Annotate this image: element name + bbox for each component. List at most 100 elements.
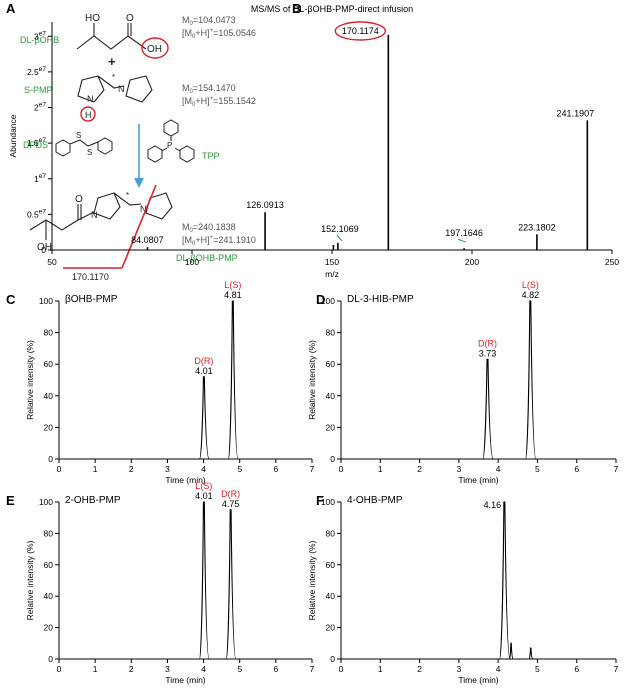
peak-rt-label: 4.81 [224,290,242,300]
peak-label: 197.1646 [445,228,483,238]
x-tick-label: 4 [201,664,206,674]
x-tick-label: 150 [325,257,339,267]
x-tick-label: 2 [417,464,422,474]
y-axis-label: Relative intensity (%) [25,540,35,620]
y-tick-label: 60 [326,560,336,570]
spmp-mh: [M0+H]+=155.1542 [182,96,256,108]
y-tick-label: 60 [44,359,54,369]
panel-e-chromatogram: E 2-OHB-PMP 0 1 2 3 4 5 6 7 0 20 40 60 80 100 Time (min)… [6,481,315,685]
peak-leader-line [457,238,467,243]
x-tick-label: 50 [47,257,57,267]
chromatogram-trace [59,501,242,660]
y-tick-label: 80 [44,528,54,538]
panel-a-letter: A [6,1,16,16]
bohb-structure [76,23,147,50]
y-tick-label: 0 [48,654,53,664]
y-axis-label: Relative intensity (%) [307,540,317,620]
x-axis-label: m/z [325,269,339,279]
y-tick-label: 0.5e7 [27,208,46,219]
x-tick-label: 5 [237,464,242,474]
bohb-m0: M0=104.0473 [182,15,236,27]
peak-rt-label: 4.01 [195,491,213,501]
product-mh: [M0+H]+=241.1910 [182,235,256,247]
x-tick-label: 6 [574,664,579,674]
y-axis-label: Relative intensity (%) [307,340,317,420]
peak-label: 223.1802 [518,222,556,232]
x-tick-label: 0 [57,464,62,474]
product-o-text: O [75,194,83,205]
panel-letter: D [316,292,325,307]
dpds-s1: S [76,131,81,140]
panel-b-letter: B [292,1,301,16]
product-structure [29,192,173,240]
product-m0: M0=240.1838 [182,222,236,234]
spmp-label: S-PMP [24,85,53,95]
peak-rt-label: 4.16 [484,500,502,510]
chromatogram-trace [341,300,539,460]
fragment-mass-label: 170.1170 [72,272,109,282]
x-tick-label: 3 [456,464,461,474]
x-axis-label: Time (min) [165,475,205,485]
x-tick-label: 5 [237,664,242,674]
panel-letter: E [6,493,15,508]
x-tick-label: 0 [57,664,62,674]
x-tick-label: 7 [310,664,315,674]
x-tick-label: 7 [614,664,619,674]
product-n2: N [140,204,147,214]
chromatogram-trace [341,501,539,660]
bohb-ho-text: HO [85,13,100,24]
x-tick-label: 1 [378,464,383,474]
spmp-n1: N [87,94,94,104]
chart-title: MS/MS of DL-βOHB-PMP-direct infusion [251,4,413,14]
x-tick-label: 5 [535,664,540,674]
peak-rt-label: 4.01 [195,366,213,376]
peak-leader-line [336,234,343,242]
product-n1: N [91,210,98,220]
x-tick-label: 2 [129,464,134,474]
peak-rt-label: 3.73 [479,348,497,358]
chart-title: DL-3-HIB-PMP [347,294,414,305]
y-tick-label: 100 [39,296,53,306]
panel-letter: C [6,292,16,307]
base-peak-highlight-circle [334,21,387,41]
x-tick-label: 2 [417,664,422,674]
y-tick-label: 2e7 [34,102,46,113]
fragment-cut-line [121,184,157,269]
dpds-structure [55,137,113,157]
peak-name-label: L(S) [224,280,241,290]
x-tick-label: 5 [535,464,540,474]
spmp-h: H [85,110,92,120]
y-tick-label: 40 [44,391,54,401]
y-tick-label: 40 [44,591,54,601]
bohb-label: DL-βOHB [20,35,59,45]
x-tick-label: 3 [165,664,170,674]
x-tick-label: 0 [339,664,344,674]
x-tick-label: 2 [129,664,134,674]
bohb-o-text: O [126,13,134,24]
tpp-label: TPP [202,151,220,161]
y-tick-label: 80 [326,328,336,338]
tpp-structure [147,119,195,163]
tpp-p: P [167,141,172,150]
x-tick-label: 0 [339,464,344,474]
x-axis-label: Time (min) [165,675,205,685]
dpds-label: DPDS [23,140,48,150]
peak-rt-label: 4.82 [522,290,540,300]
panel-b-ms-spectrum: BMS/MS of DL-βOHB-PMP-direct infusion 50 1… [8,1,619,279]
y-tick-label: 40 [326,391,336,401]
x-tick-label: 3 [456,664,461,674]
peak-label: 170.1174 [342,26,379,36]
y-axis-label: Relative intensity (%) [25,340,35,420]
peak-label: 241.1907 [557,108,595,118]
peak-name-label: D(R) [221,489,240,499]
x-axis-label: Time (min) [458,475,498,485]
peak-name-label: L(S) [522,280,539,290]
panel-letter: F [316,493,324,508]
y-tick-label: 20 [326,623,336,633]
panel-a-scheme: A DL-βOHB HO O OH M0=104.0473 [M0+H]+=10… [6,1,256,282]
chart-title: 2-OHB-PMP [65,495,121,506]
y-tick-label: 60 [326,359,336,369]
chromatogram-trace [59,300,242,460]
x-tick-label: 6 [273,664,278,674]
